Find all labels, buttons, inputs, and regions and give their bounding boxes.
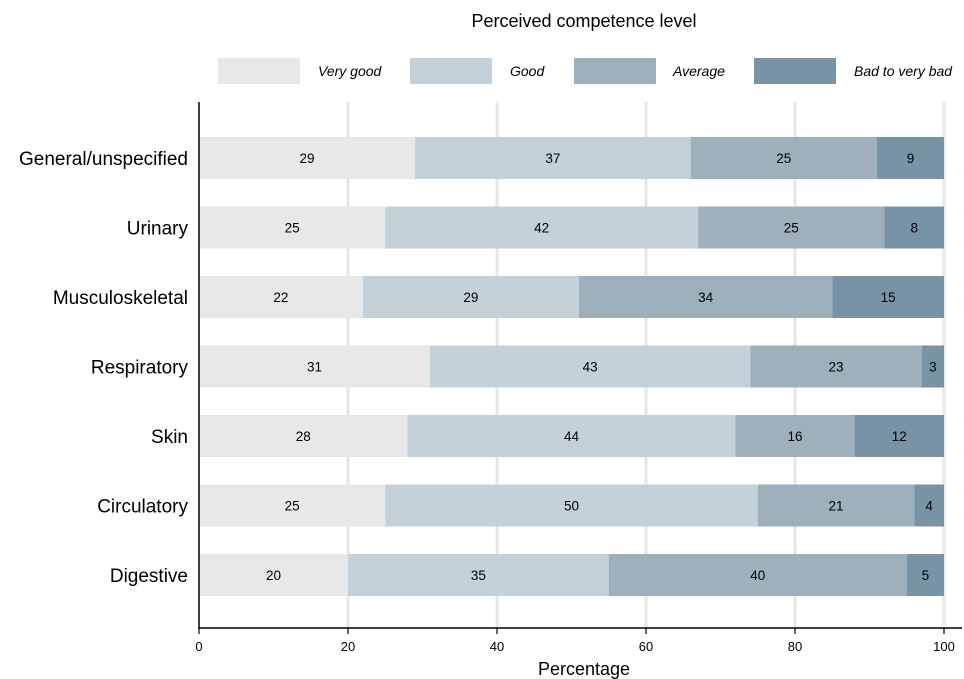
- data-label-skin-average: 16: [787, 429, 802, 444]
- bar-musculoskeletal-good: [362, 276, 579, 318]
- x-tick-label-40: 40: [490, 639, 504, 654]
- data-label-general-unspecified-very-good: 29: [300, 151, 315, 166]
- data-label-digestive-good: 35: [471, 568, 486, 583]
- data-label-digestive-average: 40: [750, 568, 765, 583]
- bar-group-respiratory: 31 43 23 3 Respiratory: [91, 345, 944, 388]
- category-label-digestive: Digestive: [110, 566, 188, 587]
- legend-label-good: Good: [510, 63, 545, 79]
- data-label-respiratory-very-good: 31: [307, 360, 322, 375]
- bar-group-skin: 28 44 16 12 Skin: [151, 415, 944, 457]
- category-label-skin: Skin: [151, 427, 188, 448]
- legend-swatch-average: [574, 58, 656, 84]
- data-label-musculoskeletal-very-good: 22: [273, 290, 288, 305]
- data-label-digestive-bad-to-very-bad: 5: [922, 568, 930, 583]
- data-label-musculoskeletal-good: 29: [463, 290, 478, 305]
- data-label-respiratory-good: 43: [583, 360, 598, 375]
- bar-circulatory-good: [385, 484, 758, 527]
- x-tick-label-60: 60: [639, 639, 653, 654]
- bar-skin-average: [735, 415, 855, 457]
- bar-respiratory-very-good: [199, 345, 430, 388]
- bar-group-digestive: 20 35 40 5 Digestive: [110, 554, 944, 596]
- legend-label-bad-to-very-bad: Bad to very bad: [854, 63, 953, 79]
- data-label-circulatory-bad-to-very-bad: 4: [925, 499, 933, 514]
- bar-urinary-very-good: [199, 206, 386, 249]
- bar-urinary-good: [385, 206, 699, 249]
- bar-group-general-unspecified: 29 37 25 9 General/unspecified: [19, 137, 944, 179]
- data-label-musculoskeletal-bad-to-very-bad: 15: [881, 290, 896, 305]
- bar-skin-bad-to-very-bad: [854, 415, 944, 457]
- category-label-urinary: Urinary: [127, 219, 189, 240]
- category-label-general-unspecified: General/unspecified: [19, 149, 188, 170]
- data-label-musculoskeletal-average: 34: [698, 290, 714, 305]
- bar-respiratory-bad-to-very-bad: [921, 345, 944, 388]
- data-label-general-unspecified-average: 25: [776, 151, 791, 166]
- bar-musculoskeletal-average: [578, 276, 833, 318]
- bar-respiratory-average: [750, 345, 922, 388]
- bar-circulatory-average: [757, 484, 915, 527]
- axes: 0 20 40 60 80 100: [195, 102, 962, 654]
- x-tick-label-80: 80: [788, 639, 802, 654]
- x-axis-title: Percentage: [538, 659, 630, 679]
- category-label-musculoskeletal: Musculoskeletal: [53, 288, 188, 309]
- legend-swatch-very-good: [218, 58, 300, 84]
- x-tick-label-100: 100: [933, 639, 955, 654]
- bar-skin-good: [407, 415, 736, 457]
- bar-digestive-average: [608, 554, 907, 596]
- bar-group-musculoskeletal: 22 29 34 15 Musculoskeletal: [53, 276, 944, 318]
- data-label-urinary-very-good: 25: [285, 221, 300, 236]
- bar-circulatory-very-good: [199, 484, 386, 527]
- data-label-respiratory-bad-to-very-bad: 3: [929, 360, 937, 375]
- bar-general-unspecified-average: [690, 137, 877, 179]
- legend-label-average: Average: [672, 63, 725, 79]
- data-label-skin-good: 44: [564, 429, 580, 444]
- data-label-circulatory-good: 50: [564, 499, 579, 514]
- data-label-circulatory-very-good: 25: [285, 499, 300, 514]
- bar-general-unspecified-good: [415, 137, 691, 179]
- bar-general-unspecified-very-good: [199, 137, 416, 179]
- data-label-general-unspecified-bad-to-very-bad: 9: [907, 151, 915, 166]
- data-label-circulatory-average: 21: [828, 499, 843, 514]
- bar-group-urinary: 25 42 25 8 Urinary: [127, 206, 944, 249]
- bar-circulatory-bad-to-very-bad: [914, 484, 944, 527]
- data-label-urinary-average: 25: [784, 221, 799, 236]
- bar-respiratory-good: [429, 345, 751, 388]
- bar-digestive-bad-to-very-bad: [906, 554, 944, 596]
- data-label-skin-bad-to-very-bad: 12: [892, 429, 907, 444]
- bar-urinary-average: [698, 206, 885, 249]
- legend-title: Perceived competence level: [471, 11, 696, 31]
- data-label-general-unspecified-good: 37: [545, 151, 560, 166]
- legend-label-very-good: Very good: [318, 63, 383, 79]
- category-label-circulatory: Circulatory: [97, 497, 188, 518]
- x-tick-label-0: 0: [195, 639, 202, 654]
- data-label-urinary-good: 42: [534, 221, 549, 236]
- bar-skin-very-good: [199, 415, 408, 457]
- bar-musculoskeletal-bad-to-very-bad: [832, 276, 944, 318]
- legend-swatch-bad-to-very-bad: [754, 58, 836, 84]
- bar-group-circulatory: 25 50 21 4 Circulatory: [97, 484, 944, 527]
- bar-digestive-very-good: [199, 554, 348, 596]
- bar-digestive-good: [348, 554, 609, 596]
- data-label-digestive-very-good: 20: [266, 568, 281, 583]
- bar-musculoskeletal-very-good: [199, 276, 363, 318]
- x-tick-label-20: 20: [341, 639, 355, 654]
- data-label-urinary-bad-to-very-bad: 8: [910, 221, 918, 236]
- data-label-respiratory-average: 23: [828, 360, 843, 375]
- bar-urinary-bad-to-very-bad: [884, 206, 944, 249]
- bar-general-unspecified-bad-to-very-bad: [876, 137, 944, 179]
- category-label-respiratory: Respiratory: [91, 358, 189, 379]
- legend-swatch-good: [410, 58, 492, 84]
- legend: Very good Good Average Bad to very bad: [218, 58, 953, 84]
- data-label-skin-very-good: 28: [296, 429, 311, 444]
